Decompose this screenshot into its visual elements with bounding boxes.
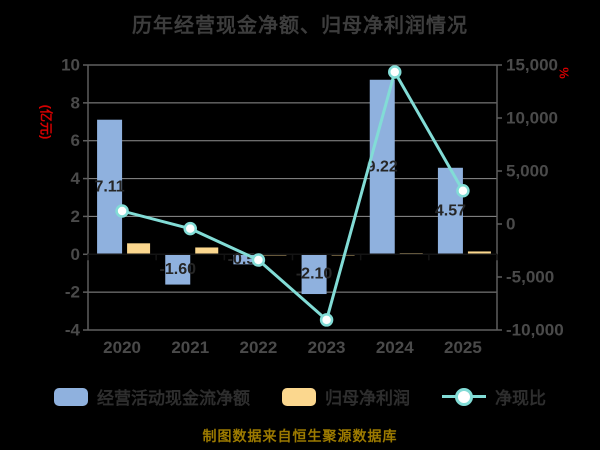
bar-operating-cashflow [97,119,123,255]
bar-value-label: -1.60 [160,261,197,278]
left-axis-tick-label: 2 [71,207,80,226]
bar-operating-cashflow [233,254,259,265]
bar-value-label: 4.57 [435,203,466,220]
legend-item-net-cash-ratio: 净现比 [442,384,546,409]
right-axis-tick-label: 10,000 [506,109,558,128]
net-cash-ratio-point [251,253,266,267]
right-axis-tick-label: -10,000 [506,321,564,340]
net-cash-ratio-point [456,183,470,198]
bar-net-profit [195,247,219,255]
bar-operating-cashflow [165,254,191,285]
net-cash-ratio-point [183,221,197,236]
bar-net-profit [467,251,491,255]
bar-value-label: -2.10 [296,266,333,283]
x-axis-year-label: 2021 [171,338,209,357]
bar-value-label: 9.22 [367,159,398,176]
bar-operating-cashflow [369,79,395,255]
x-axis-year-label: 2020 [103,338,141,357]
left-axis-tick-label: 8 [71,93,80,112]
legend: 经营活动现金流净额 归母净利润 净现比 [0,384,600,409]
right-axis-tick-label: 15,000 [506,56,558,75]
x-axis-year-label: 2023 [308,338,346,357]
data-source-note: 制图数据来自恒生聚源数据库 [202,428,398,444]
x-axis-year-label: 2022 [240,338,278,357]
bar-value-label: 7.11 [94,178,124,195]
legend-label-operating-cashflow: 经营活动现金流净额 [97,389,250,408]
left-axis-tick-label: 6 [71,131,80,150]
left-axis-tick-label: 0 [71,245,80,264]
legend-line-dot [455,387,473,406]
net-cash-ratio-point [115,204,129,218]
right-axis-tick-label: -5,000 [506,268,554,287]
legend-label-net-profit: 归母净利润 [325,389,410,408]
bar-net-profit [127,243,151,255]
legend-swatch-operating-cashflow [54,387,88,406]
right-axis-tick-label: 5,000 [506,162,549,181]
legend-swatch-net-profit [282,387,316,406]
legend-item-operating-cashflow: 经营活动现金流净额 [54,384,250,409]
net-cash-ratio-point [388,65,402,79]
legend-line-marker-icon [442,387,486,406]
chart-title: 历年经营现金净额、归母净利润情况 [132,15,468,37]
legend-label-net-cash-ratio: 净现比 [495,389,546,408]
left-axis-tick-label: -2 [65,283,80,302]
left-axis-tick-label: -4 [65,321,81,340]
x-axis-year-label: 2024 [376,338,414,357]
left-axis-tick-label: 10 [61,56,80,75]
left-axis-tick-label: 4 [71,169,81,188]
net-cash-ratio-point [319,313,334,327]
bar-operating-cashflow [301,254,327,295]
right-axis-tick-label: 0 [506,215,515,234]
legend-item-net-profit: 归母净利润 [282,384,410,409]
left-axis-unit-label: (亿元) [39,105,54,140]
x-axis-year-label: 2025 [444,338,482,357]
right-axis-unit-label: % [557,67,572,79]
net-cash-ratio-line [121,70,465,322]
